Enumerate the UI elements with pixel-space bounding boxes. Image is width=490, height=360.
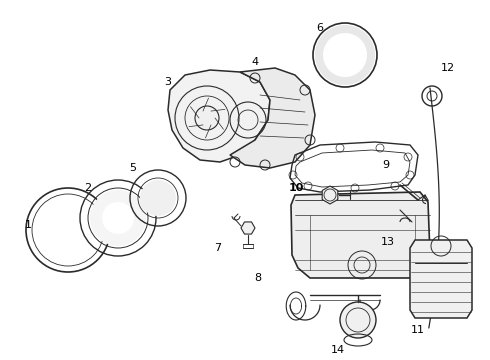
Text: 8: 8: [254, 273, 262, 283]
Circle shape: [340, 302, 376, 338]
Circle shape: [195, 106, 219, 130]
Circle shape: [315, 25, 375, 85]
Polygon shape: [168, 70, 270, 162]
Polygon shape: [291, 192, 430, 278]
Polygon shape: [230, 68, 315, 168]
Text: 5: 5: [129, 163, 137, 173]
Circle shape: [140, 180, 176, 216]
Text: 6: 6: [317, 23, 323, 33]
Polygon shape: [241, 222, 255, 234]
Text: 3: 3: [165, 77, 172, 87]
Circle shape: [102, 202, 134, 234]
Circle shape: [35, 197, 101, 263]
Text: 14: 14: [331, 345, 345, 355]
Polygon shape: [322, 186, 338, 204]
Text: 2: 2: [84, 183, 92, 193]
Polygon shape: [410, 240, 472, 318]
Text: 4: 4: [251, 57, 259, 67]
Text: 13: 13: [381, 237, 395, 247]
Text: 7: 7: [215, 243, 221, 253]
Circle shape: [90, 190, 146, 246]
Text: 9: 9: [382, 160, 390, 170]
Circle shape: [323, 33, 367, 77]
Circle shape: [41, 203, 95, 257]
Text: 1: 1: [24, 220, 31, 230]
Text: 12: 12: [441, 63, 455, 73]
Text: 11: 11: [411, 325, 425, 335]
Text: 10: 10: [288, 183, 304, 193]
Circle shape: [47, 209, 89, 251]
